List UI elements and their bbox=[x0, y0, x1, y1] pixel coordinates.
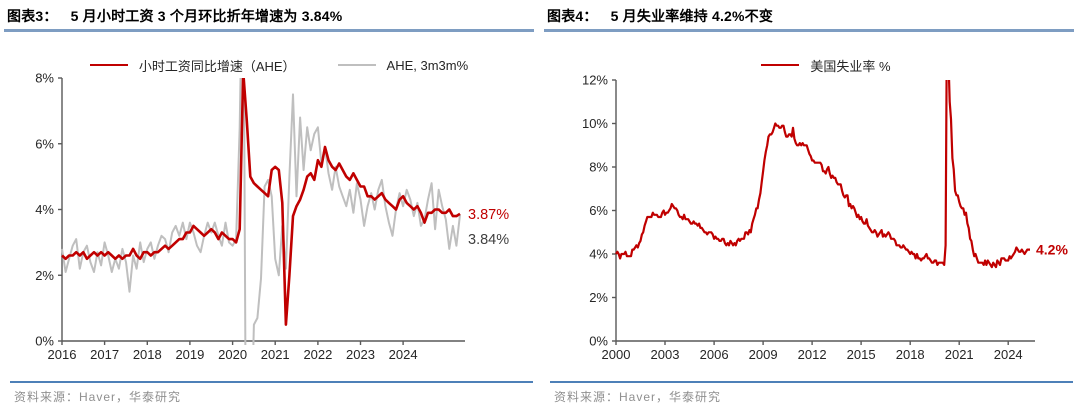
series-end-value-label: 3.87% bbox=[468, 207, 509, 223]
series-end-value-label: 3.84% bbox=[468, 232, 509, 248]
legend-label: 美国失业率 % bbox=[810, 58, 891, 74]
unemployment-rate-chart: 0% 2% 4% 6% 8% 10% 12% 2000 2003 2006 2009 2012 2015… bbox=[582, 73, 1068, 363]
source-note: 资料来源：Haver，华泰研究 bbox=[554, 390, 722, 404]
y-tick-label: 4% bbox=[35, 202, 54, 217]
legend-line-swatch bbox=[761, 63, 800, 67]
figure-number-label: 图表4： bbox=[547, 8, 598, 24]
x-tick-label: 2003 bbox=[651, 347, 680, 362]
figure-title-text: 5 月失业率维持 4.2%不变 bbox=[610, 8, 774, 24]
x-tick-label: 2006 bbox=[700, 347, 729, 362]
x-tick-label: 2022 bbox=[303, 347, 332, 362]
legend-item: 美国失业率 % bbox=[761, 56, 891, 75]
x-tick-label: 2020 bbox=[218, 347, 247, 362]
y-tick-label: 6% bbox=[35, 136, 54, 151]
x-tick-label: 2017 bbox=[90, 347, 119, 362]
figure-number-label: 图表3： bbox=[7, 8, 58, 24]
legend-item: AHE, 3m3m% bbox=[337, 57, 469, 73]
y-tick-label: 10% bbox=[582, 116, 608, 131]
y-tick-label: 0% bbox=[35, 334, 54, 349]
series-end-value-label: 4.2% bbox=[1036, 242, 1068, 258]
source-divider bbox=[10, 381, 533, 383]
title-underline bbox=[544, 29, 1074, 32]
x-tick-label: 2000 bbox=[602, 347, 631, 362]
x-tick-label: 2015 bbox=[847, 347, 876, 362]
legend-line-swatch bbox=[89, 63, 128, 67]
y-tick-label: 2% bbox=[589, 290, 608, 305]
series-line bbox=[61, 78, 461, 326]
y-tick-label: 8% bbox=[35, 71, 54, 86]
y-tick-label: 2% bbox=[35, 268, 54, 283]
y-tick-label: 8% bbox=[589, 160, 608, 175]
legend-line-swatch bbox=[337, 64, 376, 66]
series-line bbox=[615, 80, 1030, 269]
y-tick-label: 0% bbox=[589, 334, 608, 349]
legend-label: AHE, 3m3m% bbox=[386, 57, 469, 73]
figure-title-text: 5 月小时工资 3 个月环比折年增速为 3.84% bbox=[70, 8, 343, 24]
x-tick-label: 2018 bbox=[133, 347, 162, 362]
source-divider bbox=[550, 381, 1073, 383]
x-tick-label: 2023 bbox=[346, 347, 375, 362]
figure-title: 图表4： 5 月失业率维持 4.2%不变 bbox=[547, 6, 773, 26]
x-tick-label: 2024 bbox=[389, 347, 418, 362]
figure-panel-unemployment: 图表4： 5 月失业率维持 4.2%不变 美国失业率 % 0% 2% 4% 6% 8% 10… bbox=[540, 0, 1080, 409]
figure-panel-wage: 图表3： 5 月小时工资 3 个月环比折年增速为 3.84% 小时工资同比增速（A… bbox=[4, 6, 534, 404]
legend-item: 小时工资同比增速（AHE） bbox=[89, 56, 296, 75]
y-tick-label: 12% bbox=[582, 73, 608, 88]
wage-growth-chart: 0% 2% 4% 6% 8% 2016 2017 2018 2019 2020 2021 2022 20… bbox=[35, 71, 509, 363]
x-tick-label: 2021 bbox=[261, 347, 290, 362]
chart-legend: 美国失业率 % bbox=[616, 55, 1036, 75]
y-tick-label: 4% bbox=[589, 247, 608, 262]
series-line bbox=[61, 78, 461, 345]
figure-title: 图表3： 5 月小时工资 3 个月环比折年增速为 3.84% bbox=[7, 6, 342, 26]
chart-legend: 小时工资同比增速（AHE） AHE, 3m3m% bbox=[60, 55, 498, 75]
x-tick-label: 2021 bbox=[945, 347, 974, 362]
x-tick-label: 2009 bbox=[749, 347, 778, 362]
x-tick-label: 2018 bbox=[896, 347, 925, 362]
title-underline bbox=[4, 29, 534, 32]
x-tick-label: 2019 bbox=[175, 347, 204, 362]
source-note: 资料来源：Haver，华泰研究 bbox=[14, 390, 182, 404]
x-tick-label: 2012 bbox=[798, 347, 827, 362]
x-tick-label: 2016 bbox=[48, 347, 77, 362]
y-tick-label: 6% bbox=[589, 203, 608, 218]
x-tick-label: 2024 bbox=[994, 347, 1023, 362]
legend-label: 小时工资同比增速（AHE） bbox=[138, 58, 296, 74]
